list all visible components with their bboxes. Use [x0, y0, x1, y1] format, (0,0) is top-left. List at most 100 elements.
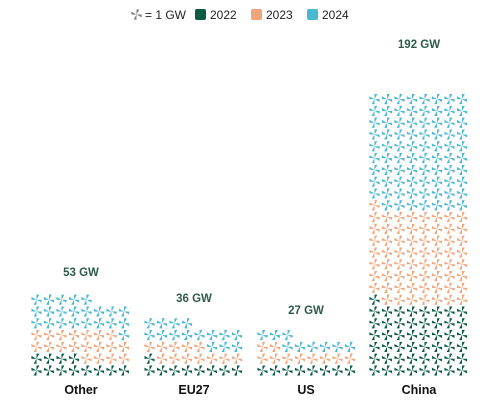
turbine-mark-china-2024	[419, 94, 430, 105]
turbine-mark-china-2023	[406, 294, 418, 305]
turbine-mark-other-2023	[106, 341, 117, 352]
turbine-mark-china-2022	[369, 341, 380, 352]
turbine-mark-china-2022	[431, 365, 443, 376]
turbine-mark-china-2024	[394, 153, 405, 164]
turbine-mark-china-2022	[381, 365, 393, 376]
turbine-mark-china-2024	[456, 200, 468, 211]
turbine-mark-china-2023	[406, 235, 418, 246]
turbine-mark-eu27-2023	[231, 353, 243, 364]
turbine-mark-us-2024	[294, 341, 306, 352]
turbine-mark-china-2024	[369, 105, 380, 116]
turbine-mark-china-2023	[456, 235, 468, 246]
turbine-mark-china-2024	[419, 141, 430, 152]
turbine-mark-us-2024	[332, 341, 343, 352]
turbine-mark-china-2022	[369, 306, 380, 317]
turbine-mark-china-2023	[406, 223, 418, 234]
turbine-mark-china-2024	[394, 117, 405, 128]
category-label-us: US	[297, 383, 314, 397]
turbine-mark-other-2024	[68, 306, 80, 317]
turbine-mark-china-2024	[431, 105, 443, 116]
turbine-mark-china-2024	[431, 200, 443, 211]
turbine-mark-china-2022	[431, 341, 443, 352]
turbine-mark-china-2023	[419, 271, 430, 282]
turbine-mark-china-2024	[456, 176, 468, 187]
turbine-mark-china-2022	[381, 341, 393, 352]
turbine-mark-china-2022	[444, 318, 455, 329]
turbine-mark-china-2023	[406, 247, 418, 258]
turbine-mark-china-2024	[394, 188, 405, 199]
category-label-china: China	[402, 383, 438, 397]
turbine-mark-other-2023	[93, 353, 105, 364]
turbine-mark-china-2024	[406, 153, 418, 164]
turbine-mark-eu27-2022	[144, 365, 155, 376]
turbine-mark-eu27-2024	[231, 330, 243, 341]
turbine-mark-china-2024	[394, 200, 405, 211]
turbine-mark-china-2022	[444, 306, 455, 317]
turbine-mark-china-2023	[394, 294, 405, 305]
turbine-mark-china-2024	[406, 105, 418, 116]
turbine-mark-other-2022	[31, 365, 42, 376]
turbine-mark-other-2022	[81, 365, 92, 376]
turbine-mark-china-2023	[369, 200, 380, 211]
turbine-mark-china-2023	[369, 212, 380, 223]
turbine-mark-china-2024	[431, 94, 443, 105]
turbine-mark-china-2024	[394, 94, 405, 105]
turbine-mark-china-2024	[394, 164, 405, 175]
turbine-mark-eu27-2022	[206, 365, 218, 376]
turbine-mark-china-2024	[406, 117, 418, 128]
turbine-mark-us-2022	[257, 365, 268, 376]
turbine-mark-eu27-2024	[181, 318, 193, 329]
turbine-mark-china-2024	[406, 94, 418, 105]
turbine-mark-china-2022	[419, 330, 430, 341]
turbine-mark-china-2024	[419, 129, 430, 140]
turbine-mark-china-2024	[394, 176, 405, 187]
turbine-mark-china-2024	[456, 188, 468, 199]
turbine-mark-china-2024	[431, 129, 443, 140]
turbine-mark-china-2022	[456, 353, 468, 364]
turbine-mark-other-2023	[56, 330, 67, 341]
turbine-mark-china-2022	[406, 341, 418, 352]
turbine-mark-china-2024	[394, 105, 405, 116]
turbine-mark-china-2024	[419, 153, 430, 164]
turbine-mark-china-2023	[444, 235, 455, 246]
turbine-mark-other-2024	[106, 306, 117, 317]
turbine-mark-other-2024	[93, 306, 105, 317]
total-label-china: 192 GW	[398, 39, 440, 51]
turbine-mark-china-2024	[381, 105, 393, 116]
turbine-mark-eu27-2022	[169, 365, 180, 376]
turbine-mark-eu27-2023	[156, 341, 168, 352]
wind-turbine-icon	[131, 9, 142, 20]
turbine-mark-us-2024	[282, 341, 293, 352]
turbine-mark-us-2024	[319, 341, 331, 352]
turbine-mark-china-2023	[419, 294, 430, 305]
turbine-mark-china-2023	[419, 223, 430, 234]
turbine-mark-eu27-2022	[144, 353, 155, 364]
turbine-mark-china-2024	[381, 117, 393, 128]
turbine-mark-other-2023	[43, 341, 55, 352]
turbine-mark-china-2024	[406, 129, 418, 140]
turbine-mark-us-2023	[332, 353, 343, 364]
turbine-mark-china-2024	[444, 188, 455, 199]
turbine-mark-china-2023	[394, 247, 405, 258]
turbine-mark-china-2023	[444, 294, 455, 305]
turbine-mark-other-2023	[68, 341, 80, 352]
turbine-mark-other-2023	[31, 330, 42, 341]
turbine-mark-china-2024	[381, 200, 393, 211]
turbine-mark-china-2022	[419, 306, 430, 317]
turbine-mark-eu27-2023	[181, 341, 193, 352]
turbine-mark-china-2022	[444, 353, 455, 364]
turbine-mark-us-2022	[332, 365, 343, 376]
turbine-mark-china-2023	[369, 282, 380, 293]
turbine-mark-eu27-2024	[156, 330, 168, 341]
turbine-mark-other-2024	[118, 330, 130, 341]
turbine-mark-china-2023	[419, 282, 430, 293]
turbine-mark-china-2022	[456, 365, 468, 376]
turbine-mark-other-2022	[31, 353, 42, 364]
turbine-mark-china-2024	[369, 153, 380, 164]
turbine-mark-eu27-2024	[231, 341, 243, 352]
turbine-mark-china-2023	[369, 247, 380, 258]
turbine-mark-china-2024	[369, 188, 380, 199]
turbine-mark-eu27-2024	[156, 318, 168, 329]
turbine-mark-china-2023	[431, 247, 443, 258]
